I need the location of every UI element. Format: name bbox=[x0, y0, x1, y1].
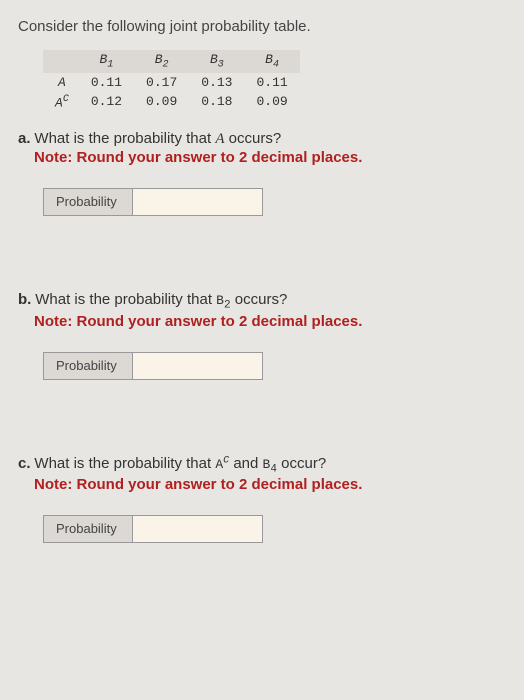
question-text: What is the probability that AC and B4 o… bbox=[34, 455, 326, 472]
intro-text: Consider the following joint probability… bbox=[18, 18, 506, 35]
answer-label: Probability bbox=[43, 188, 133, 216]
table-cell: 0.13 bbox=[189, 73, 244, 92]
answer-box: Probability bbox=[43, 515, 506, 543]
table-cell: 0.11 bbox=[244, 73, 299, 92]
col-header: B2 bbox=[134, 50, 189, 73]
row-header: AC bbox=[43, 92, 79, 112]
probability-input-c[interactable] bbox=[133, 515, 263, 543]
question-c: c. What is the probability that AC and B… bbox=[18, 455, 506, 544]
probability-input-a[interactable] bbox=[133, 188, 263, 216]
question-b: b. What is the probability that B2 occur… bbox=[18, 291, 506, 380]
question-text: What is the probability that A occurs? bbox=[34, 130, 281, 147]
question-label: c. bbox=[18, 455, 31, 472]
table-cell: 0.18 bbox=[189, 92, 244, 112]
col-header: B1 bbox=[79, 50, 134, 73]
table-row: AC 0.12 0.09 0.18 0.09 bbox=[43, 92, 300, 112]
col-header: B3 bbox=[189, 50, 244, 73]
table-cell: 0.09 bbox=[244, 92, 299, 112]
question-a: a. What is the probability that A occurs… bbox=[18, 130, 506, 216]
answer-box: Probability bbox=[43, 352, 506, 380]
note-text: Note: Round your answer to 2 decimal pla… bbox=[34, 476, 506, 493]
answer-label: Probability bbox=[43, 352, 133, 380]
table-corner bbox=[43, 50, 79, 73]
table-cell: 0.11 bbox=[79, 73, 134, 92]
probability-table: B1 B2 B3 B4 A 0.11 0.17 0.13 0.11 AC 0.1… bbox=[43, 50, 300, 112]
question-text: What is the probability that B2 occurs? bbox=[35, 291, 287, 308]
answer-box: Probability bbox=[43, 188, 506, 216]
question-label: a. bbox=[18, 130, 31, 147]
answer-label: Probability bbox=[43, 515, 133, 543]
table-cell: 0.09 bbox=[134, 92, 189, 112]
table-row: A 0.11 0.17 0.13 0.11 bbox=[43, 73, 300, 92]
question-label: b. bbox=[18, 291, 31, 308]
row-header: A bbox=[43, 73, 79, 92]
col-header: B4 bbox=[244, 50, 299, 73]
probability-input-b[interactable] bbox=[133, 352, 263, 380]
table-cell: 0.17 bbox=[134, 73, 189, 92]
note-text: Note: Round your answer to 2 decimal pla… bbox=[34, 149, 506, 166]
note-text: Note: Round your answer to 2 decimal pla… bbox=[34, 313, 506, 330]
table-cell: 0.12 bbox=[79, 92, 134, 112]
